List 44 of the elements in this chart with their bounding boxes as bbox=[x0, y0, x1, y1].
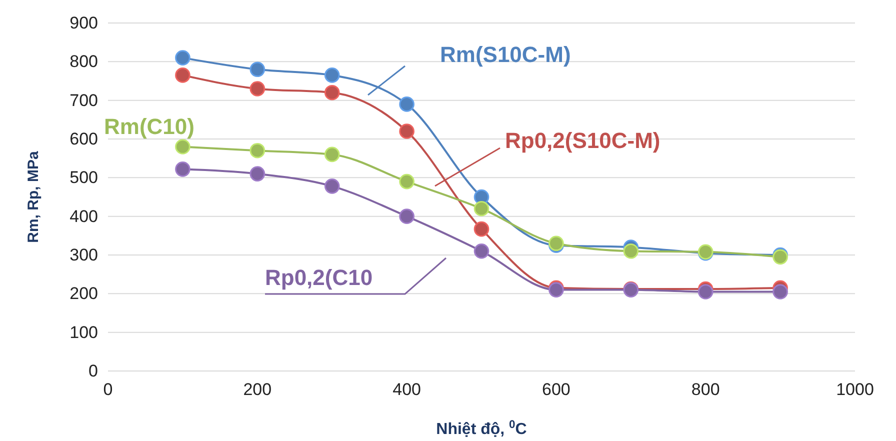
point bbox=[474, 221, 490, 237]
x-axis-title: Nhiệt độ, $^{0}$C bbox=[436, 419, 528, 438]
y-tick-label: 100 bbox=[70, 322, 98, 342]
point bbox=[250, 81, 266, 96]
point bbox=[399, 174, 414, 190]
y-tick-label: 500 bbox=[70, 168, 98, 188]
point bbox=[324, 84, 340, 100]
x-tick-label: 400 bbox=[392, 380, 421, 400]
x-tick-label: 0 bbox=[103, 380, 113, 400]
y-tick-label: 800 bbox=[70, 52, 98, 72]
point bbox=[399, 208, 414, 224]
point bbox=[250, 142, 266, 158]
point bbox=[399, 124, 414, 139]
y-tick-label: 700 bbox=[70, 90, 98, 110]
point bbox=[324, 68, 340, 83]
point bbox=[175, 162, 190, 177]
y-tick-label: 200 bbox=[70, 284, 98, 304]
y-tick-label: 400 bbox=[70, 206, 98, 226]
text: Rp0,2(S10C-M) bbox=[505, 128, 660, 153]
y-tick-label: 300 bbox=[70, 245, 98, 264]
point bbox=[250, 62, 266, 78]
point bbox=[623, 243, 639, 259]
point bbox=[698, 284, 714, 300]
y-tick-label: 600 bbox=[70, 129, 98, 148]
point bbox=[324, 146, 340, 162]
point bbox=[250, 166, 266, 182]
series-label: Rm(C10) bbox=[104, 114, 194, 139]
point bbox=[175, 68, 190, 83]
x-tick-label: 1000 bbox=[836, 380, 874, 400]
y-axis-title: Rm, Rp, MPa bbox=[25, 150, 42, 243]
point bbox=[175, 50, 190, 66]
point bbox=[772, 284, 788, 300]
point bbox=[474, 200, 490, 216]
y-tick-label: 0 bbox=[88, 361, 98, 380]
point bbox=[474, 243, 490, 259]
x-tick-label: 200 bbox=[243, 380, 272, 400]
x-tick-label: 800 bbox=[691, 380, 720, 400]
y-tick-label: 900 bbox=[70, 13, 98, 32]
point bbox=[324, 178, 340, 194]
point bbox=[399, 96, 414, 112]
text: Rp0,2(C10 bbox=[265, 265, 373, 290]
x-tick-label: 600 bbox=[542, 380, 570, 400]
point bbox=[175, 139, 190, 154]
series-label: Rm(S10C-M) bbox=[440, 42, 571, 67]
